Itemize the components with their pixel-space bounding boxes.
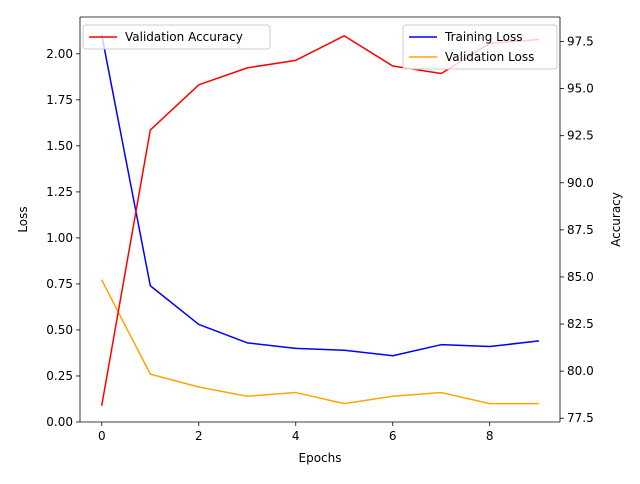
x-tick-label: 0 xyxy=(98,429,106,443)
right-y-tick-label: 82.5 xyxy=(567,317,594,331)
legend-label-training-loss: Training Loss xyxy=(444,30,522,44)
left-y-tick-label: 1.00 xyxy=(46,231,73,245)
left-y-tick-label: 0.25 xyxy=(46,369,73,383)
x-tick-label: 8 xyxy=(486,429,494,443)
right-y-tick-label: 95.0 xyxy=(567,82,594,96)
x-axis-label: Epochs xyxy=(299,451,342,465)
x-tick-label: 6 xyxy=(389,429,397,443)
left-y-tick-label: 1.25 xyxy=(46,185,73,199)
left-y-tick-label: 0.50 xyxy=(46,323,73,337)
right-y-tick-label: 90.0 xyxy=(567,176,594,190)
right-y-tick-label: 80.0 xyxy=(567,364,594,378)
left-y-tick-label: 1.75 xyxy=(46,93,73,107)
left-y-tick-label: 2.00 xyxy=(46,47,73,61)
left-y-axis-label: Loss xyxy=(16,206,30,232)
x-tick-label: 2 xyxy=(195,429,203,443)
right-y-tick-label: 87.5 xyxy=(567,223,594,237)
series-line-validation-loss xyxy=(100,279,539,405)
x-tick-label: 4 xyxy=(292,429,300,443)
left-y-tick-label: 1.50 xyxy=(46,139,73,153)
legend-box-upper-right xyxy=(402,24,558,70)
right-y-axis-label: Accuracy xyxy=(609,192,623,247)
left-y-tick-label: 0.75 xyxy=(46,277,73,291)
right-y-tick-label: 97.5 xyxy=(567,34,594,48)
series-line-training-loss xyxy=(100,34,540,357)
right-y-tick-label: 92.5 xyxy=(567,129,594,143)
left-y-tick-label: 0.00 xyxy=(46,415,73,429)
legend-label-validation-loss: Validation Loss xyxy=(445,50,534,64)
right-y-tick-label: 85.0 xyxy=(567,270,594,284)
right-y-tick-label: 77.5 xyxy=(567,411,594,425)
legend-label-validation-accuracy: Validation Accuracy xyxy=(125,30,243,44)
legend-box-upper-left xyxy=(82,24,271,50)
